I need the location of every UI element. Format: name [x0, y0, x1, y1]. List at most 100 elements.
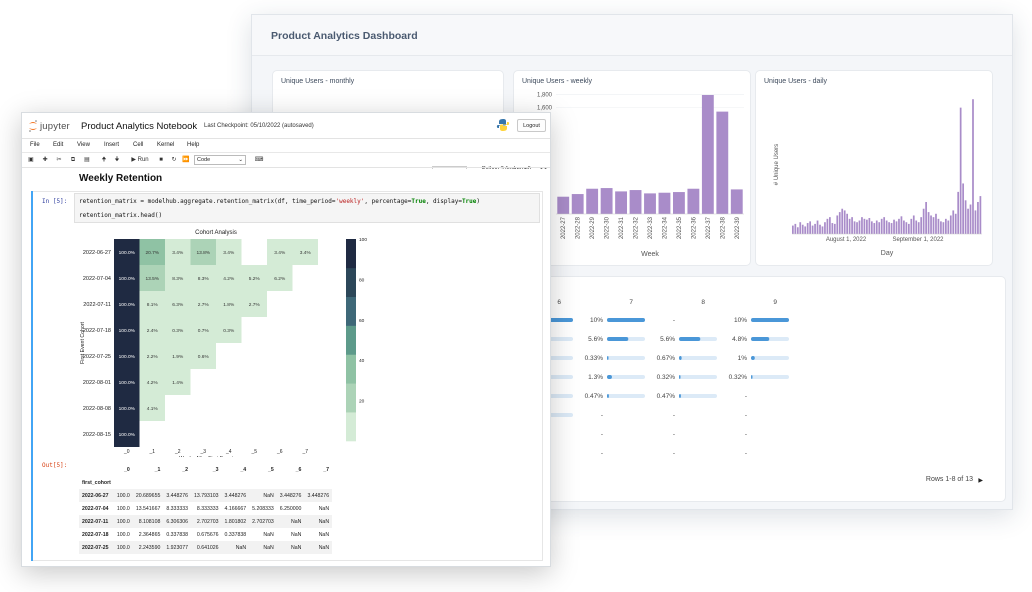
cell-type-select[interactable]: Code ⌄ — [194, 155, 246, 165]
cell-value: - — [745, 431, 747, 438]
add-cell-icon[interactable]: ✚ — [42, 157, 48, 163]
x-tick-label: 2022-36 — [691, 216, 697, 239]
cell-value: 5.6% — [660, 336, 675, 343]
heatmap-cell — [114, 421, 140, 447]
x-tick-label: 2022-39 — [735, 216, 741, 239]
cell-value: - — [745, 450, 747, 457]
colorbar-tick-label: 100 — [359, 237, 367, 243]
daily-users-chart: August 1, 2022 September 1, 2022 Day # Uniq… — [774, 99, 982, 257]
menu-view[interactable]: View — [77, 142, 90, 148]
table-cell: 1.801802 — [224, 518, 247, 525]
cell-value: 0.33% — [585, 355, 604, 362]
bar — [905, 222, 908, 234]
value-bar — [679, 394, 681, 398]
x-tick-label: 2022-35 — [677, 216, 683, 239]
card-title: Unique Users - weekly — [522, 78, 593, 85]
x-tick-label: 2022-33 — [648, 216, 654, 239]
cell-label: 2.4% — [147, 328, 159, 334]
table-cell: NaN — [263, 531, 274, 538]
table-cell: 6.250000 — [279, 505, 302, 512]
checkpoint-status: Last Checkpoint: 05/10/2022 (autosaved) — [204, 123, 314, 129]
column-header: _5 — [268, 466, 274, 473]
restart-icon[interactable]: ↻ — [171, 157, 177, 163]
code-editor[interactable]: retention_matrix = modelhub.aggregate.re… — [74, 193, 540, 223]
x-tick-label: _5 — [250, 449, 257, 455]
heatmap-cell — [190, 265, 216, 291]
value-bar — [607, 318, 645, 322]
copy-icon[interactable]: ⧉ — [70, 157, 76, 163]
y-tick-label: 2022-06-27 — [83, 250, 111, 256]
value-bar — [607, 394, 609, 398]
bar — [846, 213, 849, 234]
bar — [557, 196, 570, 214]
bar — [912, 215, 915, 234]
menu-kernel[interactable]: Kernel — [157, 142, 175, 148]
x-tick-label: 2022-32 — [634, 216, 640, 239]
cell-label: 2.7% — [249, 302, 261, 308]
bar — [890, 223, 893, 234]
bar — [885, 220, 888, 234]
logout-button[interactable]: Logout — [517, 119, 546, 132]
cell-label: 6.2% — [274, 276, 286, 282]
table-cell: 3.448276 — [166, 492, 188, 499]
table-cell: 100.0 — [116, 544, 130, 551]
notebook-name[interactable]: Product Analytics Notebook — [81, 121, 198, 132]
cell-value: 10% — [590, 317, 603, 324]
cell-label: 2.2% — [147, 354, 159, 360]
bar — [863, 218, 866, 234]
menu-cell[interactable]: Cell — [133, 142, 144, 148]
value-bar — [751, 337, 770, 341]
bar — [858, 220, 861, 234]
bar — [910, 218, 913, 234]
column-header: 8 — [701, 299, 705, 306]
value-bar-track — [679, 356, 717, 360]
bar — [816, 220, 819, 234]
cell-value: 1.3% — [588, 374, 603, 381]
selected-cell-indicator — [31, 191, 33, 561]
stop-icon[interactable]: ■ — [159, 157, 163, 163]
next-page-icon[interactable]: ▶ — [978, 478, 983, 484]
table-cell: NaN — [263, 492, 274, 499]
menu-help[interactable]: Help — [187, 142, 200, 148]
cell-value: 0.32% — [729, 374, 748, 381]
menu-insert[interactable]: Insert — [104, 142, 120, 148]
value-bar — [607, 337, 629, 341]
menu-edit[interactable]: Edit — [53, 142, 64, 148]
save-icon[interactable]: ▣ — [28, 157, 34, 163]
table-cell: 8.108108 — [138, 518, 161, 525]
value-bar-track — [607, 375, 645, 379]
move-up-icon[interactable]: 🠉 — [101, 157, 107, 163]
run-button[interactable]: ▶ Run — [131, 157, 149, 163]
table-cell: 100.0 — [116, 492, 130, 499]
cell-label: 100.0% — [119, 302, 136, 308]
row-index: 2022-07-04 — [82, 505, 109, 512]
cut-icon[interactable]: ✂ — [56, 157, 62, 163]
heatmap-cell — [114, 369, 140, 395]
menu-file[interactable]: File — [30, 142, 40, 148]
cell-value: 0.47% — [585, 393, 604, 400]
cell-value: - — [601, 431, 603, 438]
cell-label: 3.4% — [274, 250, 286, 256]
row-index: 2022-07-11 — [82, 518, 109, 525]
y-tick-label: 2022-07-18 — [83, 328, 111, 334]
column-header: _2 — [182, 466, 188, 473]
fast-forward-icon[interactable]: ⏩ — [182, 157, 190, 163]
bar — [809, 221, 811, 234]
input-prompt: In [5]: — [42, 198, 68, 205]
value-bar — [679, 356, 682, 360]
notebook-toolbar: ▣ ✚ ✂ ⧉ ▤ 🠉 🠋 ▶ Run ■ ↻ ⏩ ⌨ — [22, 153, 550, 168]
keyboard-icon[interactable]: ⌨ — [254, 157, 264, 163]
table-cell: 3.448276 — [307, 492, 330, 499]
heatmap-cell — [165, 343, 191, 369]
colorbar-segment — [346, 296, 356, 326]
cell-label: 0.3% — [172, 328, 184, 334]
paste-icon[interactable]: ▤ — [84, 157, 90, 163]
table-cell: 3.448276 — [279, 492, 302, 499]
table-cell: NaN — [318, 531, 330, 538]
cell-label: 5.2% — [249, 276, 261, 282]
move-down-icon[interactable]: 🠋 — [114, 157, 120, 163]
bar — [821, 226, 824, 234]
bar — [873, 223, 876, 234]
bar — [853, 221, 856, 234]
value-bar-track — [751, 356, 789, 360]
